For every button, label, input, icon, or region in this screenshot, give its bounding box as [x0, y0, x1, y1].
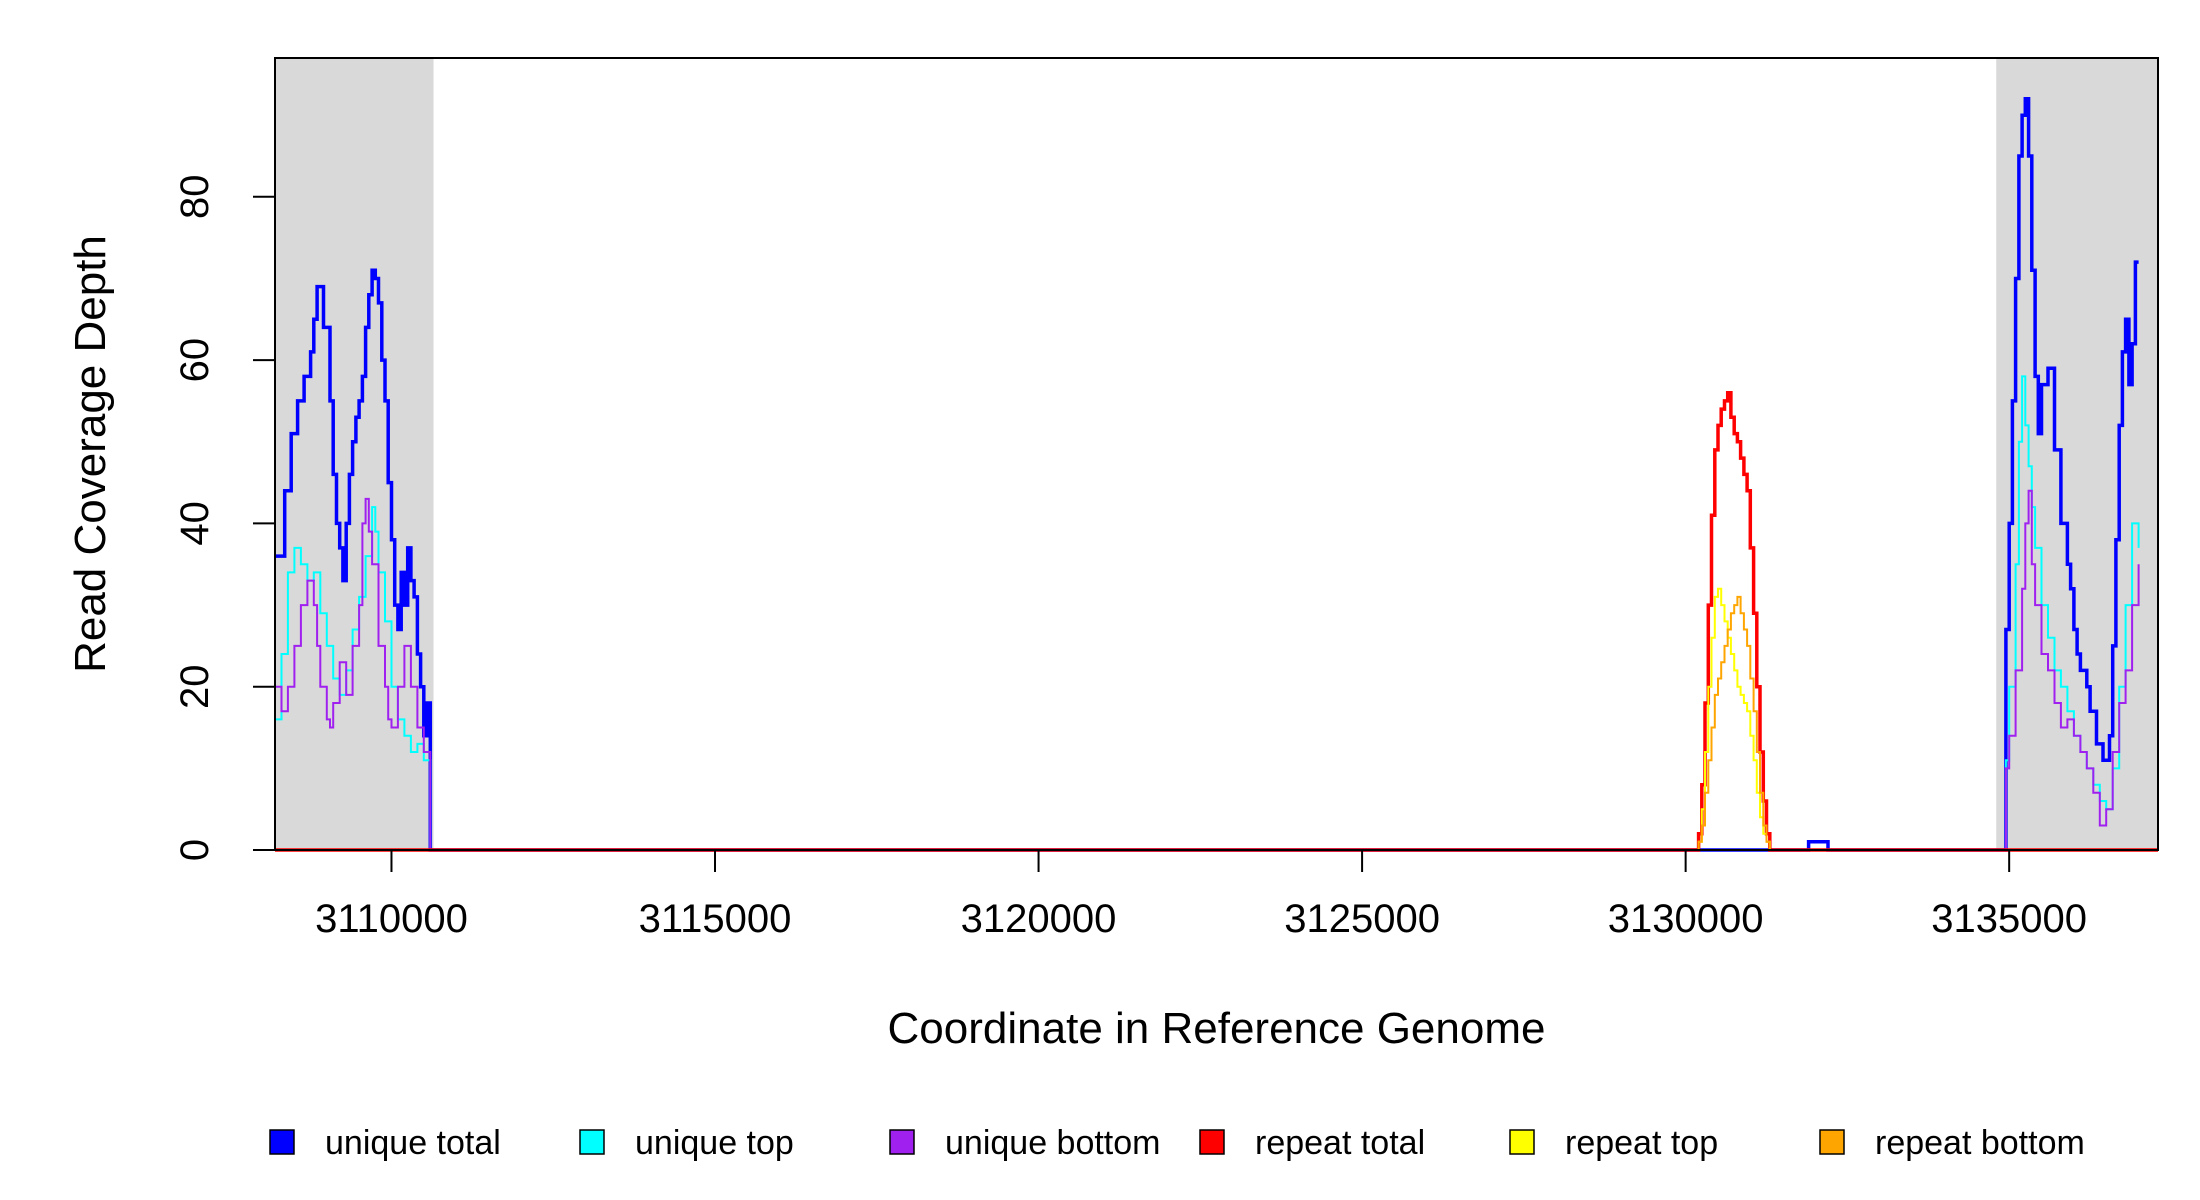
- y-tick-label: 60: [173, 338, 217, 383]
- series-line-unique-top: [275, 375, 2140, 851]
- shaded-regions: [275, 58, 2158, 850]
- y-tick-label: 0: [173, 839, 217, 861]
- legend-swatch-unique-top: [579, 1129, 605, 1155]
- x-tick-label: 3135000: [1931, 897, 2087, 941]
- y-tick-label: 20: [173, 664, 217, 709]
- series-line-unique-bottom: [275, 489, 2140, 851]
- x-tick-label: 3130000: [1608, 897, 1764, 941]
- x-axis: 3110000 3115000 3120000 3125000 3130000 31350…: [315, 849, 2087, 941]
- y-tick-label: 40: [173, 501, 217, 546]
- plot-frame: [274, 57, 2159, 851]
- legend: unique total unique top unique bottom repea…: [269, 1124, 2085, 1162]
- legend-label-unique-total: unique total: [325, 1124, 501, 1162]
- series-lines: [275, 97, 2158, 852]
- shaded-region-1: [1996, 58, 2158, 850]
- legend-swatch-unique-bottom: [889, 1129, 915, 1155]
- legend-label-unique-bottom: unique bottom: [945, 1124, 1161, 1162]
- x-tick-label: 3110000: [315, 897, 468, 941]
- series-line-repeat-bottom: [275, 595, 2158, 851]
- legend-swatch-repeat-top: [1509, 1129, 1535, 1155]
- series-line-unique-total: [275, 97, 2139, 852]
- x-axis-title: Coordinate in Reference Genome: [888, 1004, 1546, 1053]
- legend-label-repeat-top: repeat top: [1565, 1124, 1718, 1162]
- y-axis: 0 20 40 60 80: [173, 175, 276, 861]
- legend-swatch-unique-total: [269, 1129, 295, 1155]
- y-axis-title: Read Coverage Depth: [66, 235, 115, 673]
- legend-swatch-repeat-bottom: [1819, 1129, 1845, 1155]
- series-line-repeat-total: [275, 391, 2158, 852]
- x-tick-label: 3120000: [961, 897, 1117, 941]
- series-line-repeat-top: [275, 587, 2158, 851]
- legend-label-repeat-bottom: repeat bottom: [1875, 1124, 2085, 1162]
- y-tick-label: 80: [173, 175, 217, 220]
- legend-swatch-repeat-total: [1199, 1129, 1225, 1155]
- x-tick-label: 3115000: [639, 897, 792, 941]
- legend-label-unique-top: unique top: [635, 1124, 794, 1162]
- x-tick-label: 3125000: [1284, 897, 1440, 941]
- legend-label-repeat-total: repeat total: [1255, 1124, 1425, 1162]
